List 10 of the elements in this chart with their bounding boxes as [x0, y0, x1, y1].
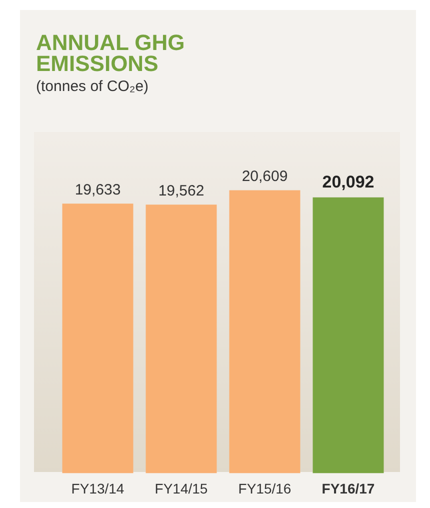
data-label: 19,562 — [158, 182, 204, 200]
chart-title: ANNUAL GHG EMISSIONS — [36, 30, 186, 76]
data-label: 19,633 — [74, 181, 121, 198]
data-label: 20,609 — [242, 168, 288, 185]
chart-subtitle: (tonnes of CO₂e) — [36, 78, 149, 95]
x-tick-label: FY14/15 — [154, 480, 208, 496]
x-tick-label: FY15/16 — [238, 480, 292, 496]
x-tick-label: FY13/14 — [71, 480, 124, 496]
x-tick-label: FY16/17 — [322, 480, 375, 496]
data-label: 20,092 — [322, 172, 374, 192]
